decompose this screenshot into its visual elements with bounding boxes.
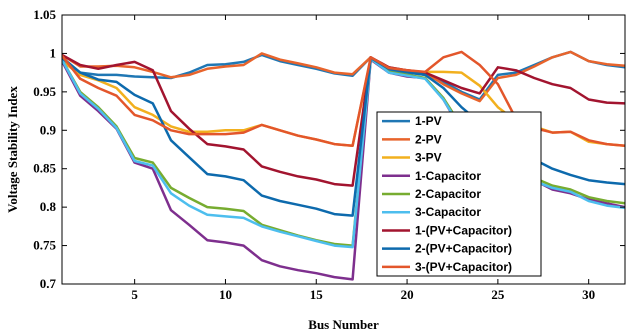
legend-label-2: 2-PV xyxy=(415,132,442,146)
legend-label-6: 3-Capacitor xyxy=(415,205,481,219)
series-line-1 xyxy=(62,50,625,101)
legend-label-3: 3-PV xyxy=(415,151,442,165)
axes-layer: 0.7 0.75 0.8 0.85 0.9 0.95 1 1.05 5 10 15 20 25 30 xyxy=(33,7,626,302)
plot-frame xyxy=(61,14,626,285)
y-tick-label: 0.85 xyxy=(33,161,56,176)
legend-label-1: 1-PV xyxy=(415,114,442,128)
series-line-2 xyxy=(62,50,625,103)
series-layer xyxy=(62,50,625,281)
x-tick-label: 20 xyxy=(401,287,414,302)
legend-label-4: 1-Capacitor xyxy=(415,169,481,183)
y-tick-label: 0.95 xyxy=(33,84,56,99)
x-tick-label: 5 xyxy=(131,287,138,302)
y-tick-label: 1 xyxy=(50,45,57,60)
y-axis-title: Voltage Stability Index xyxy=(5,86,20,213)
y-tick-label: 0.8 xyxy=(40,199,57,214)
x-tick-label: 10 xyxy=(219,287,232,302)
x-tick-label: 15 xyxy=(310,287,324,302)
y-tick-label: 0.75 xyxy=(33,238,56,253)
legend-label-7: 1-(PV+Capacitor) xyxy=(415,223,512,237)
y-tick-label: 0.9 xyxy=(40,122,57,137)
legend: 1-PV 2-PV 3-PV 1-Capacitor 2-Capacitor 3-Capa… xyxy=(376,111,542,277)
x-axis-title: Bus Number xyxy=(308,317,379,332)
y-tick-label: 1.05 xyxy=(33,7,56,22)
y-tick-label: 0.7 xyxy=(40,276,57,291)
series-line-7 xyxy=(62,53,625,187)
x-tick-label: 25 xyxy=(491,287,505,302)
legend-label-8: 2-(PV+Capacitor) xyxy=(415,242,512,256)
legend-label-9: 3-(PV+Capacitor) xyxy=(415,260,512,274)
x-tick-label: 30 xyxy=(582,287,595,302)
legend-label-5: 2-Capacitor xyxy=(415,187,481,201)
